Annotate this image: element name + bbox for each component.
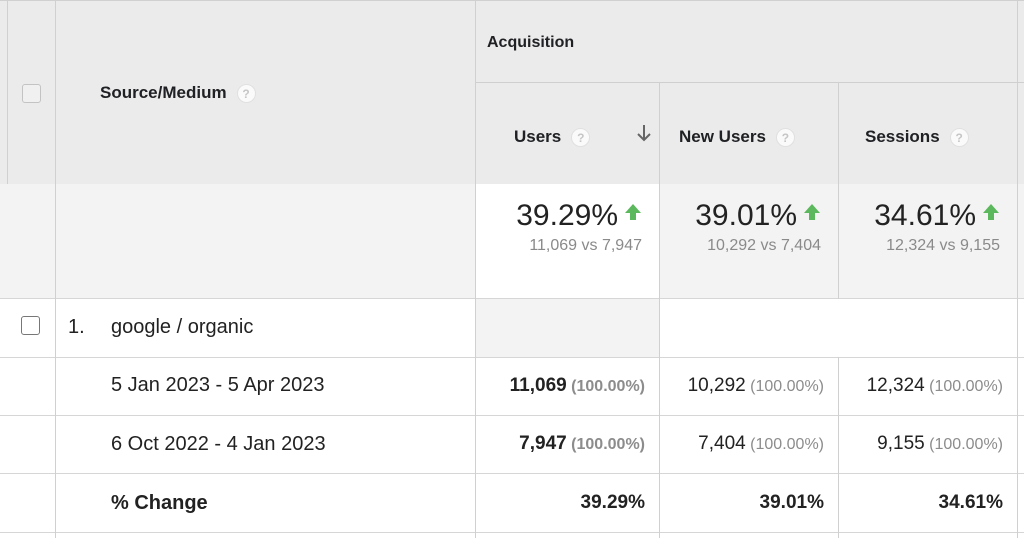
percent-change-label: % Change bbox=[111, 492, 208, 514]
source-medium-label: Source/Medium bbox=[100, 83, 227, 102]
arrow-up-icon bbox=[983, 204, 999, 220]
acquisition-header: Acquisition bbox=[487, 34, 575, 51]
sessions-total: 34.61% 12,324 vs 9,155 bbox=[838, 199, 1000, 255]
users-current-cell: 11,069 (100.00%) bbox=[476, 375, 645, 397]
sessions-previous-cell: 9,155 (100.00%) bbox=[838, 433, 1003, 455]
row-index: 1. bbox=[68, 316, 85, 338]
new-users-previous-value: 7,404 bbox=[698, 433, 746, 454]
users-previous-cell: 7,947 (100.00%) bbox=[476, 433, 645, 455]
help-icon[interactable]: ? bbox=[236, 84, 256, 104]
new-users-label: New Users bbox=[679, 127, 766, 146]
sessions-previous-share: (100.00%) bbox=[929, 436, 1003, 453]
sessions-current-value: 12,324 bbox=[866, 375, 925, 396]
arrow-up-icon bbox=[804, 204, 820, 220]
sessions-previous-value: 9,155 bbox=[877, 433, 925, 454]
arrow-down-icon[interactable] bbox=[636, 123, 652, 143]
arrow-up-icon bbox=[625, 204, 641, 220]
users-column-header[interactable]: Users? bbox=[514, 127, 591, 148]
date-range-current: 5 Jan 2023 - 5 Apr 2023 bbox=[111, 374, 325, 396]
help-icon[interactable]: ? bbox=[571, 128, 591, 148]
users-previous-share: (100.00%) bbox=[571, 436, 645, 453]
sessions-current-cell: 12,324 (100.00%) bbox=[838, 375, 1003, 397]
date-range-previous: 6 Oct 2022 - 4 Jan 2023 bbox=[111, 433, 326, 455]
users-previous-value: 7,947 bbox=[519, 433, 567, 454]
totals-row-bg-right bbox=[659, 184, 1024, 299]
new-users-previous-cell: 7,404 (100.00%) bbox=[659, 433, 824, 455]
new-users-previous-share: (100.00%) bbox=[750, 436, 824, 453]
users-label: Users bbox=[514, 127, 562, 146]
sessions-column-header[interactable]: Sessions? bbox=[865, 127, 969, 148]
sessions-label: Sessions bbox=[865, 127, 940, 146]
users-change-percent: 39.29% bbox=[516, 199, 618, 232]
table-header bbox=[0, 0, 1024, 184]
new-users-comparison: 10,292 vs 7,404 bbox=[707, 237, 821, 254]
row-source-link[interactable]: google / organic bbox=[111, 316, 254, 338]
select-all-checkbox[interactable] bbox=[22, 84, 41, 103]
users-percent-change: 39.29% bbox=[580, 492, 645, 513]
users-column-highlight bbox=[476, 299, 659, 357]
sessions-comparison: 12,324 vs 9,155 bbox=[886, 237, 1000, 254]
source-medium-header[interactable]: Source/Medium? bbox=[100, 83, 256, 104]
sessions-change-percent: 34.61% bbox=[874, 199, 976, 232]
users-current-value: 11,069 bbox=[509, 375, 567, 396]
totals-users-bg bbox=[476, 184, 659, 299]
new-users-change-percent: 39.01% bbox=[695, 199, 797, 232]
new-users-total: 39.01% 10,292 vs 7,404 bbox=[659, 199, 821, 255]
sessions-percent-change: 34.61% bbox=[938, 492, 1003, 513]
help-icon[interactable]: ? bbox=[949, 128, 969, 148]
row-checkbox[interactable] bbox=[21, 316, 40, 335]
new-users-percent-change: 39.01% bbox=[759, 492, 824, 513]
new-users-current-cell: 10,292 (100.00%) bbox=[659, 375, 824, 397]
help-icon[interactable]: ? bbox=[775, 128, 795, 148]
users-comparison: 11,069 vs 7,947 bbox=[529, 237, 642, 254]
totals-row-bg bbox=[0, 184, 476, 299]
new-users-column-header[interactable]: New Users? bbox=[679, 127, 795, 148]
users-total: 39.29% 11,069 vs 7,947 bbox=[476, 199, 642, 255]
users-current-share: (100.00%) bbox=[571, 378, 645, 395]
sessions-current-share: (100.00%) bbox=[929, 378, 1003, 395]
new-users-current-value: 10,292 bbox=[687, 375, 746, 396]
new-users-current-share: (100.00%) bbox=[750, 378, 824, 395]
